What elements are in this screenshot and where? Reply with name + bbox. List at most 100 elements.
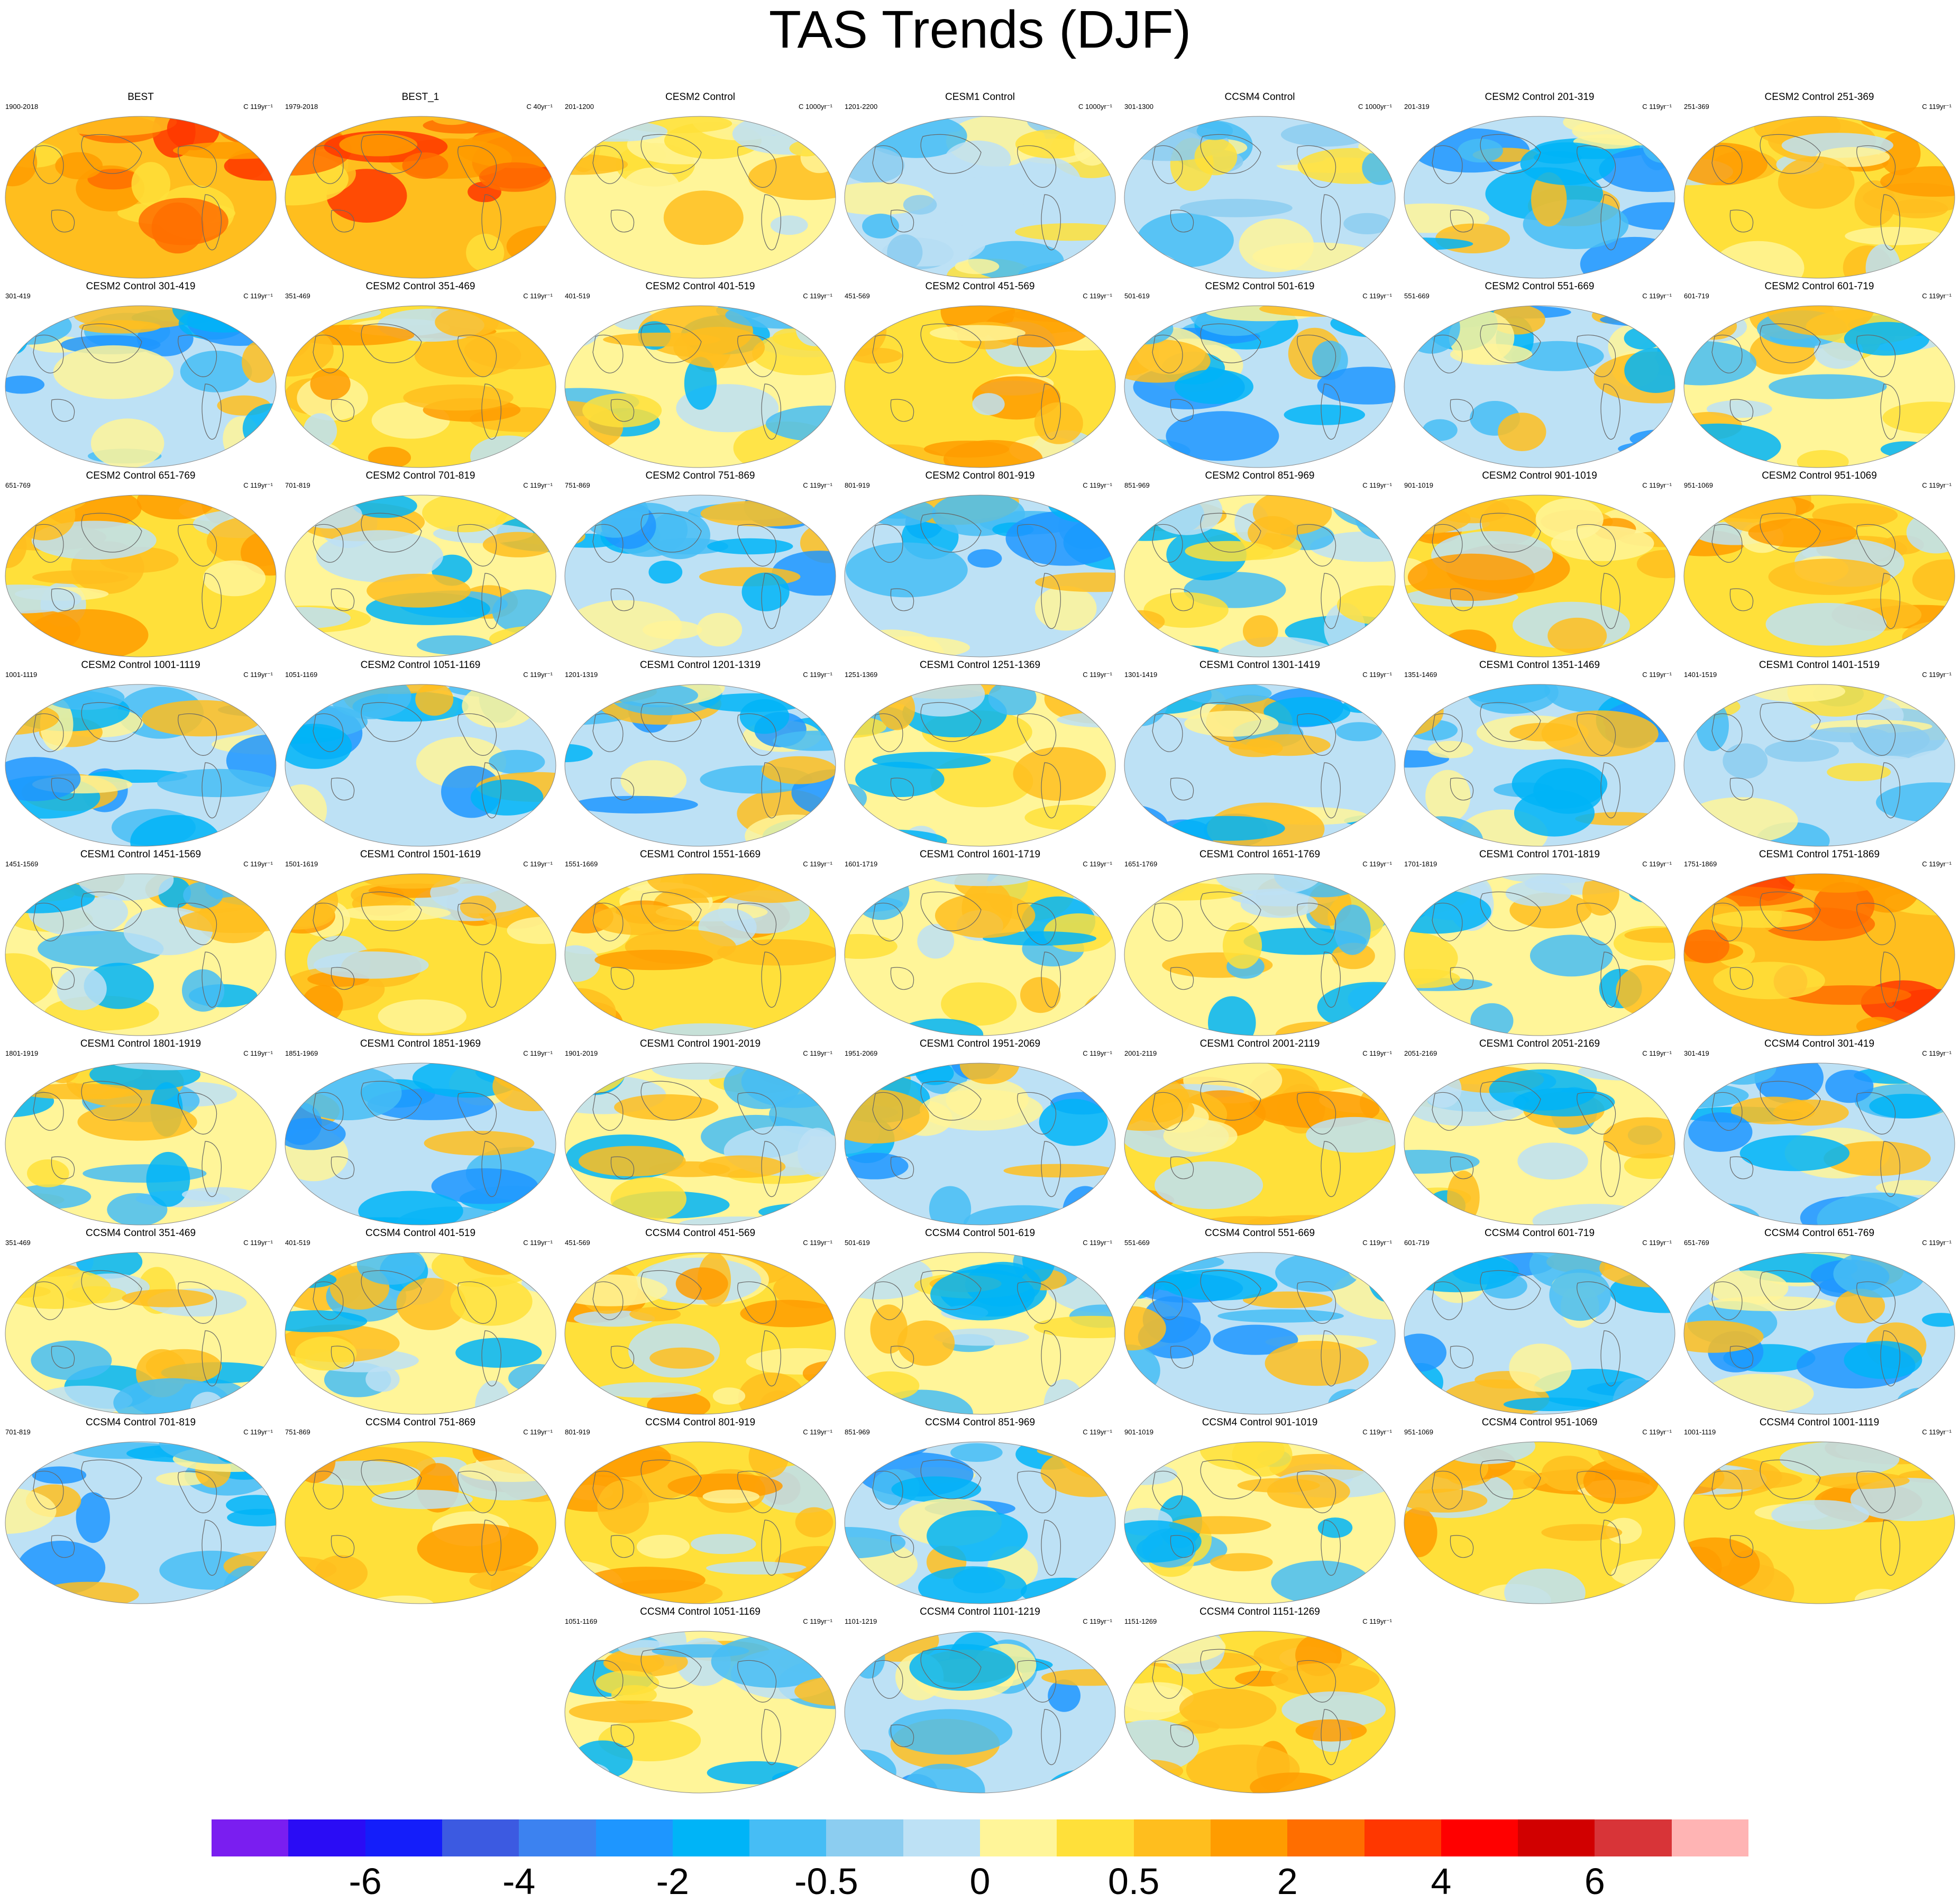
panel-years: 901-1019 xyxy=(1124,1428,1153,1436)
trend-anomaly-region xyxy=(1196,121,1233,140)
panel-years: 1951-2069 xyxy=(845,1049,878,1057)
panel-years: 951-1069 xyxy=(1404,1428,1433,1436)
globe-outline xyxy=(1124,305,1396,468)
coastline xyxy=(610,1535,635,1558)
coastline xyxy=(51,399,75,422)
trend-anomaly-region xyxy=(621,168,681,212)
panel-title: CCSM4 Control 551-669 xyxy=(1204,1228,1315,1239)
coastline xyxy=(761,762,781,819)
trend-anomaly-region xyxy=(1684,341,1757,386)
trend-anomaly-region xyxy=(891,1476,982,1503)
coastline xyxy=(313,1470,344,1509)
coastline xyxy=(1297,1281,1336,1324)
trend-anomaly-region xyxy=(1765,602,1887,646)
coastline xyxy=(1760,891,1821,931)
globe-outline xyxy=(564,1252,836,1415)
coastline xyxy=(1321,762,1341,819)
map-panel: CESM1 Control 1601-1719 1601-1719 C 119yr⁻… xyxy=(840,848,1120,1038)
map-panel: CESM1 Control 1901-2019 1901-2019 C 119yr⁻… xyxy=(561,1038,840,1227)
trend-anomaly-region xyxy=(1317,367,1395,405)
coastline xyxy=(1432,902,1463,941)
trend-anomaly-region xyxy=(1093,640,1115,655)
trend-anomaly-region xyxy=(636,1534,690,1559)
coastline xyxy=(1152,1281,1183,1320)
coastline xyxy=(1760,134,1821,174)
coastline xyxy=(481,952,501,1008)
trend-anomaly-region xyxy=(1520,142,1615,185)
coastline xyxy=(313,524,344,563)
trend-anomaly-region xyxy=(155,1472,208,1486)
trend-anomaly-region xyxy=(1624,928,1675,943)
coastline xyxy=(920,1649,982,1689)
trend-anomaly-region xyxy=(1124,1069,1154,1088)
trend-anomaly-region xyxy=(1784,874,1895,893)
globe-outline xyxy=(1404,1252,1675,1415)
trend-anomaly-region xyxy=(597,1480,649,1534)
globe-outline xyxy=(564,684,836,847)
panel-title: CCSM4 Control 701-819 xyxy=(85,1417,196,1428)
trend-anomaly-region xyxy=(1778,156,1855,209)
coastline xyxy=(920,323,982,363)
coastline xyxy=(361,134,422,174)
panel-years: 601-719 xyxy=(1684,292,1709,300)
coastline xyxy=(1711,1470,1743,1509)
coastline xyxy=(1577,1470,1616,1513)
trend-anomaly-region xyxy=(1210,1553,1273,1571)
map-globe xyxy=(1124,1252,1396,1415)
panel-years: 1251-1369 xyxy=(845,671,878,679)
panel-years: 751-869 xyxy=(565,481,590,489)
map-globe xyxy=(285,1252,556,1415)
coastline xyxy=(1856,713,1896,756)
trend-anomaly-region xyxy=(699,1155,786,1178)
trend-anomaly-region xyxy=(5,376,45,394)
trend-anomaly-region xyxy=(1243,615,1278,647)
panel-units: C 119yr⁻¹ xyxy=(803,860,832,868)
coastline xyxy=(1041,194,1061,251)
coastline xyxy=(1170,1346,1194,1369)
coastline xyxy=(1170,1535,1194,1558)
coastline xyxy=(1017,1092,1057,1135)
trend-anomaly-region xyxy=(1806,961,1880,982)
panel-title: CCSM4 Control 851-969 xyxy=(924,1417,1036,1428)
coastline xyxy=(1856,524,1896,566)
panel-title: CESM1 Control 1601-1719 xyxy=(919,849,1041,860)
panel-title: CESM1 Control 2001-2119 xyxy=(1199,1038,1320,1049)
globe-outline xyxy=(1683,495,1955,657)
coastline xyxy=(890,209,914,233)
trend-anomaly-region xyxy=(596,1382,701,1398)
trend-anomaly-region xyxy=(691,1534,756,1554)
globe-outline xyxy=(1683,1063,1955,1225)
coastline xyxy=(1450,209,1474,233)
trend-anomaly-region xyxy=(941,982,1017,1026)
coastline xyxy=(81,134,142,174)
trend-anomaly-region xyxy=(314,951,429,979)
map-globe xyxy=(844,116,1116,279)
trend-anomaly-region xyxy=(927,1510,1028,1562)
map-panel: CESM2 Control 801-919 801-919 C 119yr⁻¹ xyxy=(840,470,1120,659)
panel-units: C 119yr⁻¹ xyxy=(1083,1049,1112,1057)
panel-units: C 119yr⁻¹ xyxy=(803,292,832,300)
coastline xyxy=(640,1459,702,1499)
coastline xyxy=(872,1281,903,1320)
trend-anomaly-region xyxy=(21,874,60,889)
map-globe xyxy=(1404,116,1675,279)
coastline xyxy=(1480,702,1541,742)
panel-units: C 119yr⁻¹ xyxy=(803,1617,832,1625)
map-globe xyxy=(1124,495,1396,657)
map-panel: CCSM4 Control 301-1300 C 1000yr⁻¹ xyxy=(1120,91,1399,280)
trend-anomaly-region xyxy=(234,877,276,892)
globe-outline xyxy=(1683,873,1955,1036)
panel-title: CESM2 Control 951-1069 xyxy=(1762,470,1877,481)
trend-anomaly-region xyxy=(1343,213,1391,234)
trend-anomaly-region xyxy=(1599,147,1675,193)
coastline xyxy=(81,702,142,742)
trend-anomaly-region xyxy=(1655,822,1675,846)
globe-outline xyxy=(285,305,556,468)
trend-anomaly-region xyxy=(897,1320,955,1366)
map-globe xyxy=(1124,305,1396,468)
trend-anomaly-region xyxy=(1216,637,1340,657)
trend-anomaly-region xyxy=(362,874,461,889)
coastline xyxy=(761,1141,781,1197)
panel-units: C 119yr⁻¹ xyxy=(243,103,273,111)
coastline xyxy=(1017,713,1057,756)
